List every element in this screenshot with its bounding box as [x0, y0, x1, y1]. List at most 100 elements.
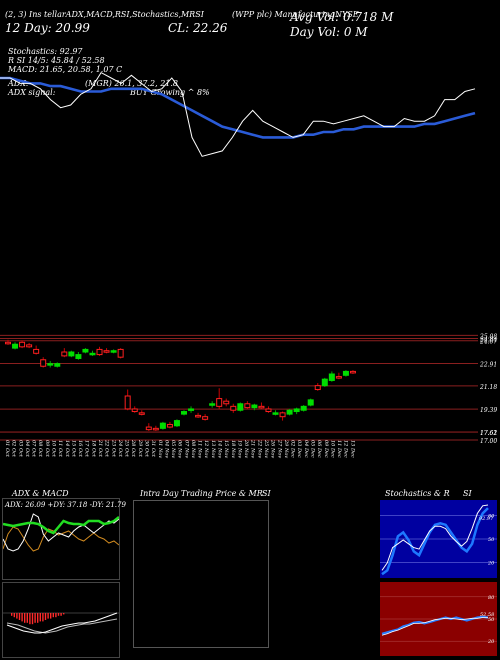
date-tick-label: 20 Nov — [243, 440, 250, 459]
date-tick-label: 10 Dec — [329, 440, 336, 458]
rsi-tick-label: 50 — [488, 617, 495, 623]
macd-hist-bar — [24, 613, 26, 623]
price-tick-label: 25.08 — [479, 333, 497, 340]
candle-body — [265, 408, 272, 413]
date-tick-label: 05 Dec — [309, 440, 316, 458]
macd-hist-bar — [63, 613, 65, 615]
macd-hist-bar — [50, 613, 52, 619]
rsi-tick-label: 20 — [487, 639, 495, 645]
date-tick-label: 18 Oct — [90, 440, 97, 457]
date-tick-label: 27 Nov — [276, 440, 283, 459]
stoch-value-label: 92.97 — [479, 516, 494, 522]
stoch-si: SI — [463, 489, 472, 498]
macd-hist-bar — [29, 613, 31, 625]
candle-body — [258, 405, 265, 409]
macd-signal-line — [6, 618, 118, 634]
date-tick-label: 09 Oct — [43, 440, 50, 457]
intraday-title: Intra Day Trading Price & MR — [140, 489, 263, 498]
candle-body — [145, 426, 152, 431]
macd-hist-bar — [39, 613, 41, 622]
date-tick-label: 30 Oct — [143, 440, 150, 457]
candle-body — [82, 348, 89, 353]
candle-body — [195, 414, 202, 418]
date-tick-label: 03 Oct — [17, 440, 24, 457]
date-tick-label: 08 Nov — [189, 440, 196, 459]
candle-body — [335, 376, 342, 379]
date-tick-label: 29 Nov — [282, 440, 289, 459]
candle-body — [173, 420, 180, 427]
rsi-tick-label: 80 — [488, 595, 495, 601]
stochastics-lines: 80 50 20 92.97 — [380, 504, 497, 576]
date-tick-label: 25 Nov — [263, 440, 270, 459]
candle-body — [54, 363, 61, 367]
date-tick-label: 29 Oct — [136, 440, 143, 457]
date-tick-label: 11 Dec — [336, 440, 343, 458]
date-tick-label: 28 Oct — [130, 440, 137, 457]
macd-hist-bar — [44, 613, 47, 620]
date-tick-label: 04 Oct — [23, 440, 30, 457]
date-tick-label: 08 Oct — [37, 440, 44, 457]
candle-body — [117, 348, 124, 358]
price-tick-label: 24.67 — [479, 339, 497, 346]
plus-di-line — [3, 513, 119, 552]
date-tick-label: 05 Nov — [170, 440, 177, 459]
date-tick-label: 13 Nov — [209, 440, 216, 459]
date-tick-label: 15 Nov — [223, 440, 230, 459]
intraday-si: SI — [262, 489, 271, 498]
candle-body — [188, 408, 195, 411]
candle-body — [61, 351, 68, 357]
candle-body — [181, 411, 187, 415]
date-tick-label: 14 Oct — [63, 440, 70, 457]
adx-macd-title: ADX & MACD — [12, 489, 69, 498]
price-tick-label: 22.91 — [479, 362, 497, 369]
candle-body — [216, 398, 223, 407]
candle-body — [244, 403, 251, 409]
stochastics-panel: 80 50 20 92.97 — [380, 500, 497, 578]
rsi-panel: 80 50 20 52.58 — [380, 582, 497, 656]
candle-body — [293, 408, 300, 413]
date-tick-label: 06 Nov — [176, 440, 183, 459]
adx-readout: ADX: 26.09 +DY: 37.18 -DY: 21.79 — [5, 501, 126, 509]
candle-body — [272, 412, 279, 415]
ticker-name: (WPP plc) ManufacturingNYSE — [232, 10, 359, 19]
macd-hist-bar — [52, 613, 54, 618]
candle-body — [124, 395, 131, 410]
candle-body — [19, 341, 26, 348]
date-tick-label: 13 Dec — [349, 440, 356, 458]
candle-body — [307, 399, 314, 406]
stoch-tick-label: 20 — [487, 560, 495, 566]
adx-label: ADX: — [8, 79, 29, 88]
macd-hist-bar — [60, 613, 62, 616]
date-tick-label: 16 Oct — [77, 440, 84, 457]
header-indicators: (2, 3) Ins tellarADX,MACD,RSI,Stochastic… — [5, 10, 204, 19]
date-tick-label: 21 Nov — [249, 440, 256, 459]
candle-body — [75, 354, 82, 359]
macd-hist-bar — [26, 613, 28, 623]
date-tick-label: 31 Oct — [150, 440, 157, 457]
date-tick-label: 06 Dec — [316, 440, 323, 458]
candle-body — [209, 403, 216, 406]
macd-histogram — [3, 612, 119, 634]
candle-body — [349, 370, 356, 374]
date-tick-label: 19 Nov — [236, 440, 243, 459]
date-tick-label: 03 Dec — [296, 440, 303, 458]
candle-body — [286, 409, 293, 415]
minus-di-line — [3, 526, 119, 552]
macd-hist-bar — [57, 613, 60, 616]
date-tick-label: 12 Nov — [203, 440, 210, 459]
date-tick-label: 02 Oct — [10, 440, 17, 457]
candle-body — [328, 373, 335, 381]
candle-body — [89, 352, 96, 356]
price-tick-label: 24.84 — [479, 337, 497, 344]
adx-values: (MGR) 26.1, 37.2, 21.8 — [85, 79, 178, 88]
price-tick-label: 17.00 — [480, 438, 497, 445]
rsi-lines: 80 50 20 52.58 — [380, 595, 497, 645]
stoch-k-line — [381, 507, 489, 576]
date-tick-label: 22 Nov — [256, 440, 263, 459]
ema-label: 12 Day: 20.99 — [5, 21, 90, 35]
candle-body — [202, 416, 209, 420]
price-tick-label: 21.18 — [479, 384, 497, 391]
candle-body — [40, 359, 47, 367]
stoch-d-line — [381, 504, 489, 571]
rsi-value-label: 52.58 — [480, 612, 494, 618]
